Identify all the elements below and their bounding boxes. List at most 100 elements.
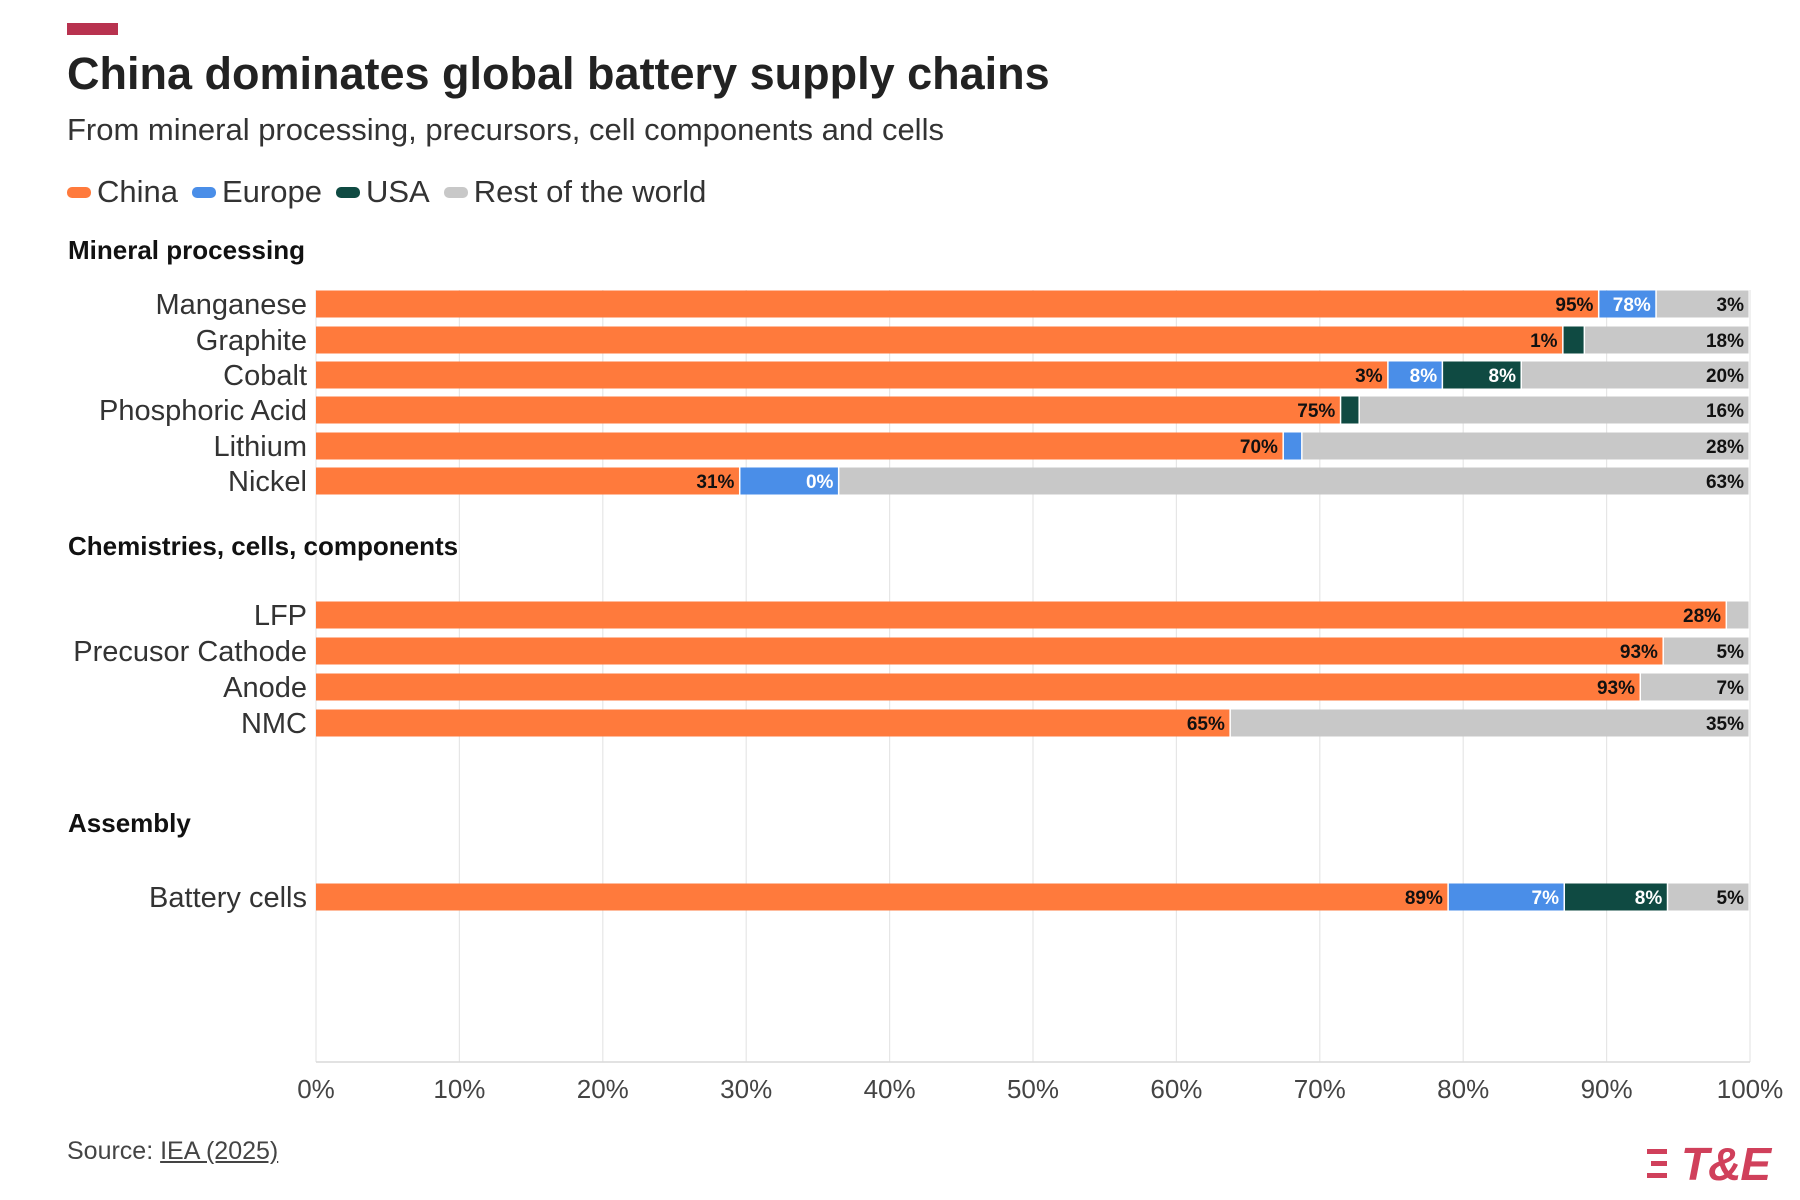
data-label: 5% (1717, 888, 1745, 909)
data-label: 1% (1530, 331, 1558, 352)
data-label: 7% (1532, 888, 1560, 909)
data-label: 0% (806, 472, 834, 493)
row-label: Nickel (228, 466, 307, 498)
data-label: 75% (1297, 401, 1335, 422)
bar-segment (316, 883, 1448, 911)
data-label: 7% (1717, 678, 1745, 699)
legend: China Europe USA Rest of the world (67, 174, 720, 210)
bar-segment (316, 290, 1598, 318)
data-label: 8% (1410, 366, 1438, 387)
te-logo: T&E (1645, 1137, 1771, 1191)
x-tick-label: 50% (1007, 1074, 1059, 1104)
data-label: 63% (1706, 472, 1744, 493)
bar-segment (316, 396, 1340, 424)
x-tick-label: 30% (720, 1074, 772, 1104)
bar-segment (316, 709, 1230, 737)
bar-segment (1230, 709, 1749, 737)
legend-item-europe: Europe (192, 174, 322, 210)
data-label: 93% (1597, 678, 1635, 699)
data-label: 20% (1706, 366, 1744, 387)
bar-segment (316, 637, 1663, 665)
bar-segment (1521, 361, 1749, 389)
bar-segment (316, 673, 1640, 701)
bar-segment (1565, 883, 1667, 911)
bar-segment (1302, 432, 1749, 460)
logo-lines-icon (1647, 1149, 1667, 1178)
legend-label-usa: USA (365, 174, 430, 209)
bar-segment (1341, 396, 1359, 424)
row-label: Lithium (214, 431, 308, 463)
bar-segment (1443, 361, 1521, 389)
row-label: Phosphoric Acid (99, 395, 307, 427)
row-label: LFP (254, 600, 307, 632)
bar-segment (839, 467, 1749, 495)
legend-swatch-china (67, 186, 91, 198)
chart-title: China dominates global battery supply ch… (67, 48, 1050, 99)
bar-segment (316, 326, 1563, 354)
data-label: 93% (1620, 642, 1658, 663)
x-tick-label: 90% (1581, 1074, 1633, 1104)
bar-segment (1448, 883, 1564, 911)
data-label: 28% (1683, 606, 1721, 627)
x-tick-label: 10% (433, 1074, 485, 1104)
bar-segment (316, 361, 1388, 389)
row-label: Battery cells (149, 882, 307, 914)
group-heading: Assembly (68, 808, 191, 838)
data-label: 65% (1187, 714, 1225, 735)
bar-segment (316, 467, 739, 495)
data-label: 35% (1706, 714, 1744, 735)
bar-segment (1388, 361, 1442, 389)
bar-segment (316, 432, 1283, 460)
source-link[interactable]: IEA (2025) (160, 1137, 279, 1165)
legend-label-europe: Europe (222, 174, 322, 209)
data-label: 28% (1706, 437, 1744, 458)
legend-swatch-rest (443, 186, 468, 198)
legend-swatch-europe (192, 186, 216, 198)
x-tick-label: 40% (864, 1074, 916, 1104)
row-label: Graphite (196, 325, 307, 357)
data-label: 3% (1717, 295, 1745, 316)
bar-segment (1563, 326, 1584, 354)
row-label: Manganese (155, 289, 307, 321)
x-tick-label: 60% (1150, 1074, 1202, 1104)
bar-segment (1359, 396, 1749, 424)
bar-segment (740, 467, 838, 495)
data-label: 89% (1405, 888, 1443, 909)
bar-segment (1641, 673, 1749, 701)
bar-segment (1668, 883, 1749, 911)
x-tick-label: 0% (297, 1074, 335, 1104)
legend-swatch-usa (335, 186, 360, 198)
data-label: 95% (1555, 295, 1593, 316)
data-label: 8% (1635, 888, 1663, 909)
row-label: Precusor Cathode (73, 636, 307, 668)
bar-segment (1727, 601, 1749, 629)
group-heading: Mineral processing (68, 235, 305, 265)
source-prefix: Source: (67, 1137, 161, 1165)
data-label: 31% (696, 472, 734, 493)
x-tick-label: 100% (1717, 1074, 1784, 1104)
group-heading: Chemistries, cells, components (68, 531, 458, 561)
data-label: 18% (1706, 331, 1744, 352)
bar-segment (1663, 637, 1749, 665)
x-tick-label: 70% (1294, 1074, 1346, 1104)
data-label: 3% (1355, 366, 1383, 387)
bar-segment (1599, 290, 1656, 318)
bar-segment (1656, 290, 1749, 318)
row-label: Cobalt (223, 360, 307, 392)
bar-segment (316, 601, 1726, 629)
data-label: 5% (1717, 642, 1745, 663)
data-label: 16% (1706, 401, 1744, 422)
legend-item-usa: USA (335, 174, 430, 210)
legend-item-china: China (67, 174, 178, 210)
bar-segment (1585, 326, 1749, 354)
legend-label-china: China (97, 174, 178, 209)
row-label: NMC (241, 708, 307, 740)
accent-bar (67, 23, 118, 35)
x-tick-label: 80% (1437, 1074, 1489, 1104)
bar-segment (1283, 432, 1302, 460)
chart-subtitle: From mineral processing, precursors, cel… (67, 112, 944, 147)
source-note: Source: IEA (2025) (67, 1137, 278, 1166)
legend-label-rest: Rest of the world (473, 174, 707, 209)
x-tick-label: 20% (577, 1074, 629, 1104)
